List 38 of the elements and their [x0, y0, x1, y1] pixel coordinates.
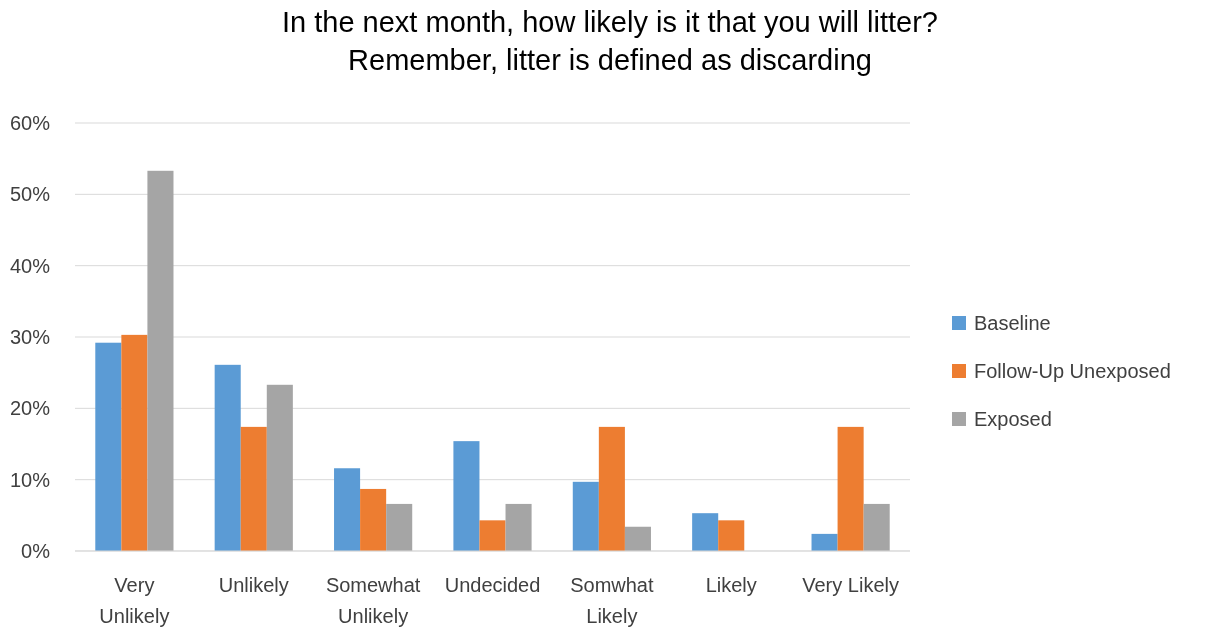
- bar: [453, 441, 480, 551]
- bar: [266, 384, 293, 551]
- legend-label: Exposed: [974, 408, 1052, 430]
- bar: [386, 503, 413, 551]
- y-tick-label: 60%: [9, 112, 51, 134]
- x-tick-label: Likely: [705, 574, 757, 596]
- y-tick-label: 10%: [9, 468, 51, 491]
- bar: [863, 503, 890, 551]
- bar: [147, 170, 174, 551]
- bar: [334, 468, 361, 551]
- bar: [598, 426, 625, 551]
- chart-title: In the next month, how likely is it that you will litter? Remember, litter is defined as discarding: [281, 6, 939, 76]
- bar: [837, 426, 864, 551]
- y-tick-label: 20%: [9, 397, 51, 420]
- x-tick-label: Very Unlikely: [99, 574, 170, 627]
- y-tick-label: 40%: [9, 254, 51, 277]
- bar: [95, 342, 122, 551]
- bar: [692, 513, 719, 551]
- x-tick-label: Very Likely: [802, 574, 899, 596]
- bar: [121, 334, 148, 551]
- bar: [505, 503, 532, 551]
- bar: [811, 533, 838, 551]
- x-tick-label: Somewhat Unlikely: [325, 574, 421, 627]
- legend-label: Baseline: [974, 312, 1051, 334]
- y-tick-label: 50%: [9, 183, 51, 206]
- bar: [479, 520, 506, 551]
- bar: [572, 481, 599, 551]
- bar: [624, 526, 651, 551]
- x-tick-label: Somwhat Likely: [570, 574, 654, 627]
- bar: [240, 426, 267, 551]
- x-tick-label: Unlikely: [218, 574, 289, 596]
- y-tick-label: 30%: [9, 326, 51, 348]
- bar: [214, 364, 241, 551]
- legend-label: Follow-Up Unexposed: [974, 360, 1171, 382]
- y-tick-label: 0%: [21, 540, 51, 562]
- bar: [718, 520, 745, 551]
- x-tick-label: Undecided: [444, 574, 541, 596]
- bar: [360, 488, 387, 551]
